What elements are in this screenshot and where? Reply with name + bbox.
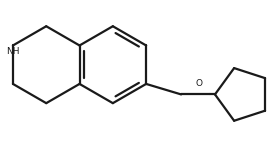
Text: O: O [196, 79, 203, 88]
Text: NH: NH [6, 47, 20, 56]
